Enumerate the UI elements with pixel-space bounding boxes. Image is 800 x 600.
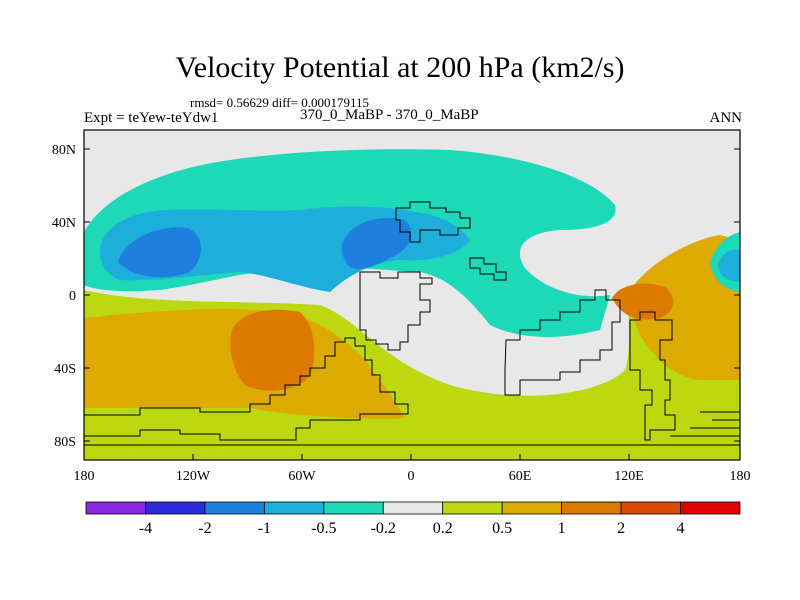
colorbar-swatch — [680, 501, 741, 515]
y-tick-label: 40N — [52, 216, 76, 231]
contour-field — [84, 130, 740, 460]
period-label: 370_0_MaBP - 370_0_MaBP — [300, 107, 479, 123]
colorbar-label: -1 — [258, 520, 271, 537]
colorbar-label: -4 — [139, 520, 152, 537]
x-tick-label: 180 — [730, 469, 751, 484]
band-1-2-westpacific — [612, 283, 674, 320]
colorbar-swatch — [501, 501, 563, 515]
colorbar-swatch — [382, 501, 444, 515]
colorbar-label: -2 — [198, 520, 211, 537]
colorbar-swatch — [263, 501, 325, 515]
band-neg2-neg1-atlantic — [341, 218, 412, 270]
rmsd-diff-stats: rmsd= 0.56629 diff= 0.000179115 — [190, 95, 369, 110]
y-tick-labels: 80N 40N 0 40S 80S — [52, 143, 76, 450]
coastline-arc-island — [469, 257, 507, 281]
x-tick-labels: 180 120W 60W 0 60E 120E 180 — [74, 469, 751, 484]
season-label: ANN — [709, 110, 743, 126]
coastline-east-continent — [629, 311, 676, 441]
x-tick-label: 60W — [288, 469, 316, 484]
y-tick-label: 0 — [69, 289, 76, 304]
coastline-equatorial-continent — [359, 271, 433, 351]
coastline-east-southern-coast — [670, 411, 740, 437]
coastline-north-continent — [395, 201, 471, 243]
colorbar-label: -0.2 — [371, 520, 396, 537]
x-tick-label: 0 — [408, 469, 415, 484]
band-1-2-southatlantic — [230, 309, 315, 391]
y-tick-label: 40S — [54, 362, 76, 377]
colorbar-swatch — [204, 501, 265, 515]
band-neg2-neg1-pacific — [118, 227, 202, 278]
band-neg1-neg0.5-eastpacific — [718, 249, 740, 282]
colorbar-label: 1 — [558, 520, 566, 537]
x-tick-label: 60E — [509, 469, 532, 484]
coastline-southern-continent — [84, 337, 740, 446]
colorbar-swatch — [561, 501, 622, 515]
x-tick-label: 120W — [176, 469, 211, 484]
colorbar-swatch — [323, 501, 384, 515]
y-tick-label: 80S — [54, 435, 76, 450]
colorbar-swatch — [145, 501, 206, 515]
colorbar-label: 2 — [617, 520, 625, 537]
coastline-east-peninsula — [504, 289, 621, 396]
map-title: Velocity Potential at 200 hPa (km2/s) — [175, 51, 625, 84]
colorbar-label: 0.5 — [492, 520, 512, 537]
colorbar: -4 -2 -1 -0.5 -0.2 0.2 0.5 1 2 4 — [85, 501, 741, 537]
experiment-label: Expt = teYew-teYdw1 — [84, 110, 219, 126]
colorbar-swatch — [85, 501, 146, 515]
colorbar-swatch — [620, 501, 681, 515]
colorbar-swatch — [442, 501, 503, 515]
colorbar-label: -0.5 — [311, 520, 336, 537]
coastlines — [84, 201, 740, 446]
x-tick-label: 120E — [614, 469, 644, 484]
x-tick-label: 180 — [74, 469, 95, 484]
axis-ticks — [83, 148, 741, 460]
colorbar-label: 4 — [677, 520, 685, 537]
colorbar-label: 0.2 — [433, 520, 453, 537]
y-tick-label: 80N — [52, 143, 76, 158]
